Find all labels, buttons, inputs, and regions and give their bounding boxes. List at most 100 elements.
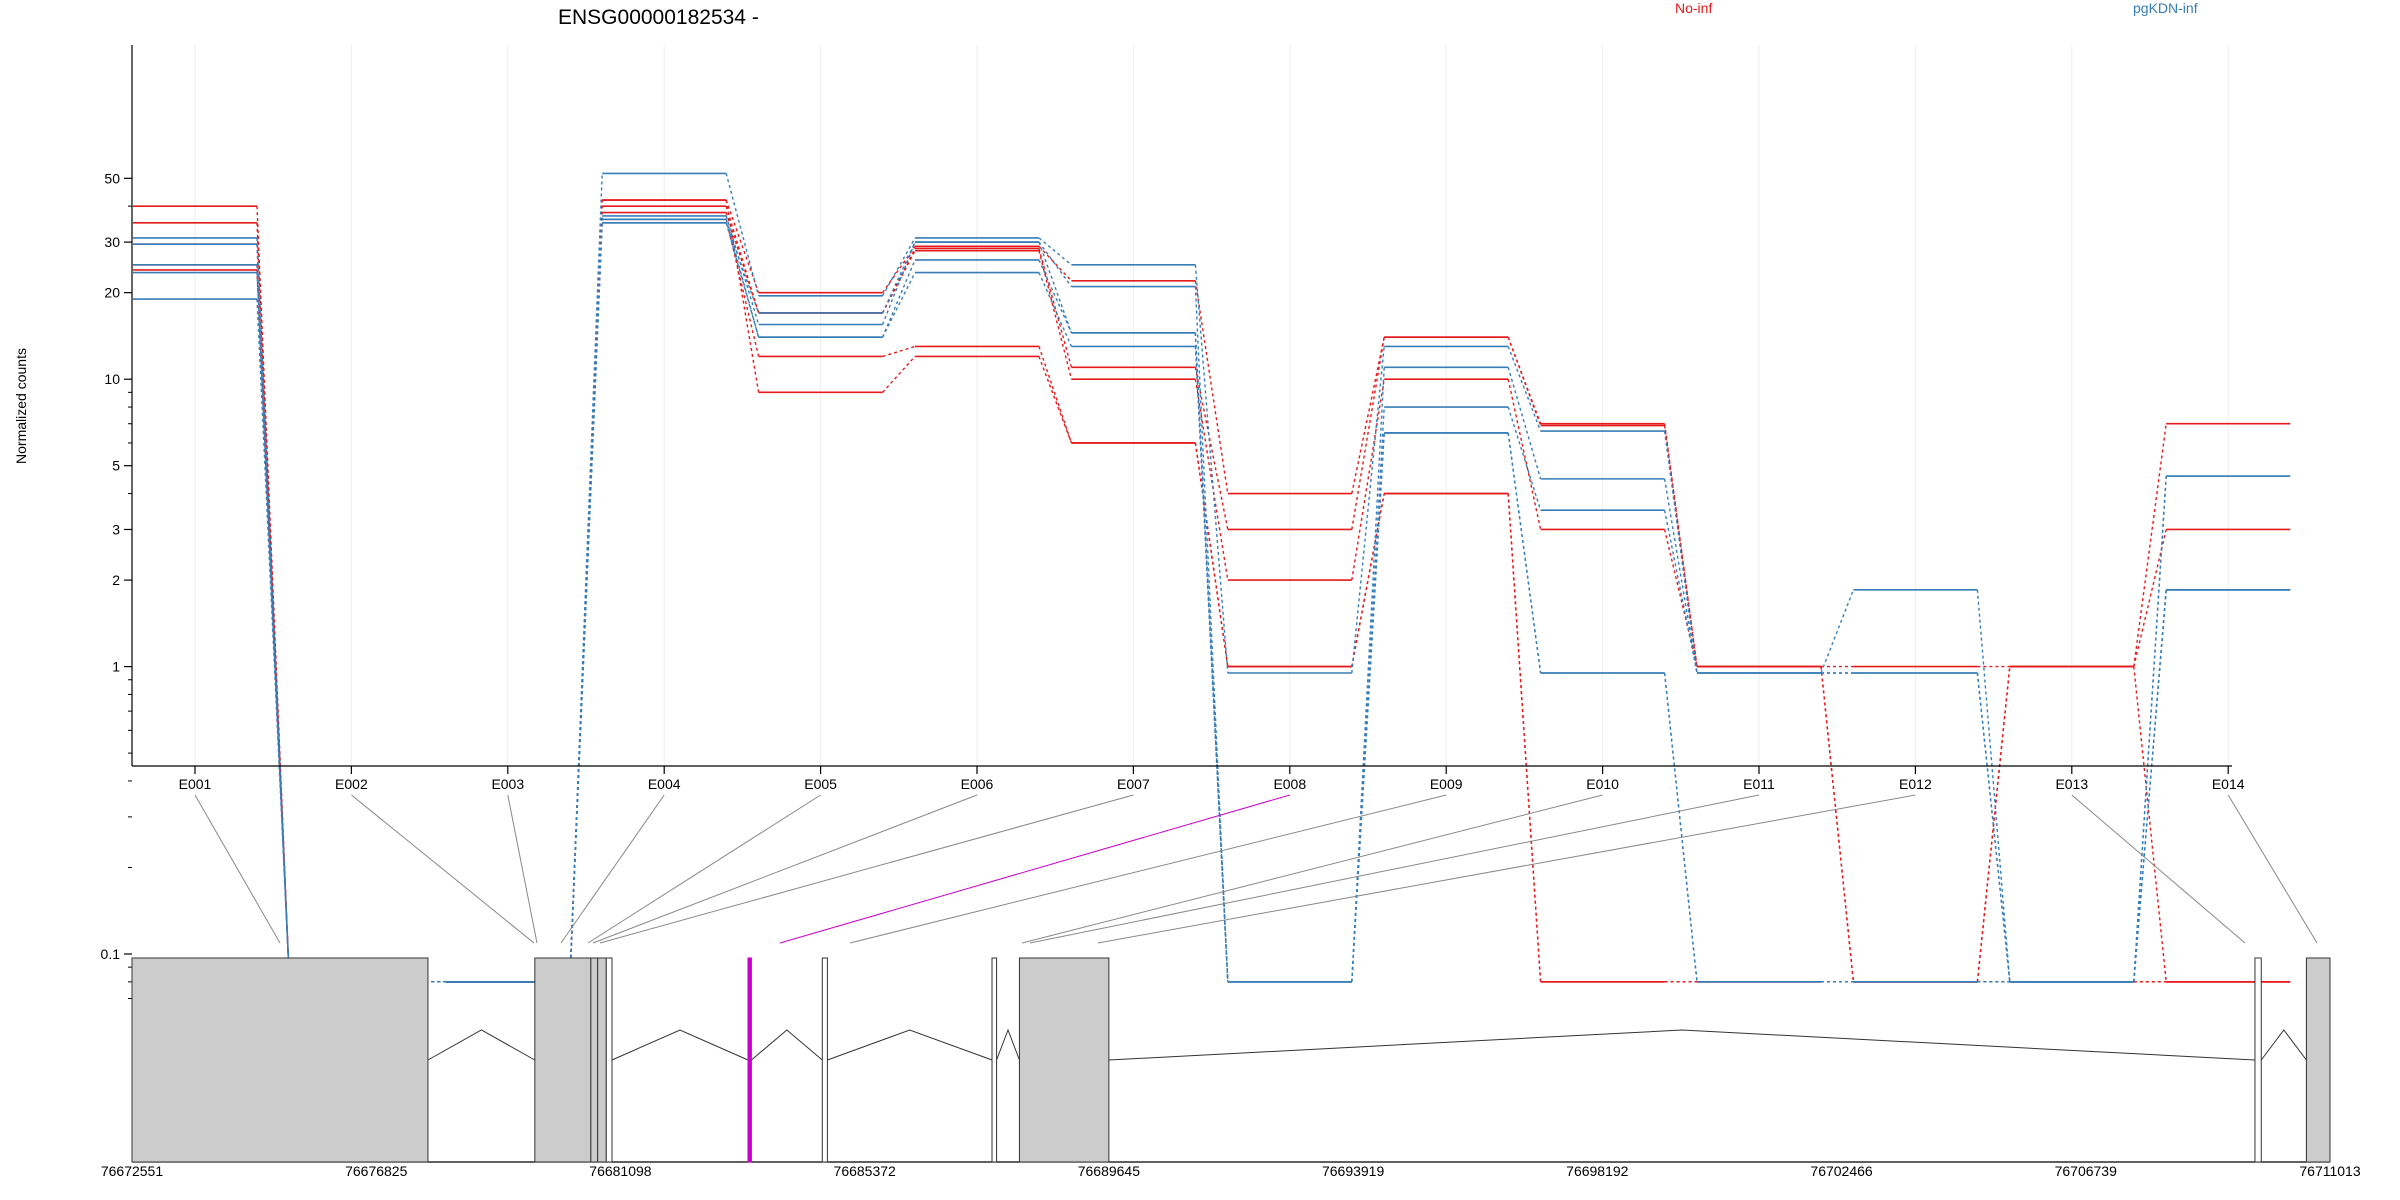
exon-box (2254, 957, 2262, 1163)
series-connector (1507, 379, 1542, 530)
series-no-inf-3 (133, 218, 2291, 983)
exon-box (991, 957, 998, 1163)
x-tick-label: E013 (2055, 776, 2088, 792)
series-connector (882, 355, 916, 393)
x-tick-label: E008 (1273, 776, 1306, 792)
series-connector (2133, 423, 2167, 667)
exon-box (747, 957, 752, 1163)
y-tick-label: 30 (104, 234, 120, 250)
series-connector (1820, 666, 1855, 982)
legend-label-no-inf: No-inf (1675, 0, 1712, 16)
genomic-tick-label: 76681098 (589, 1163, 652, 1179)
exon-box (131, 957, 429, 1163)
exon-connector-line (2227, 794, 2318, 944)
series-connector (881, 237, 916, 297)
genomic-tick-label: 76689645 (1078, 1163, 1141, 1179)
series-connector (1663, 510, 1698, 674)
genomic-tick-label: 76672551 (101, 1163, 164, 1179)
exon-connector-line (194, 794, 281, 944)
series-pgkdn-inf-5 (133, 172, 2291, 983)
exon-connector-line (1097, 794, 1916, 944)
y-tick-label: 5 (112, 458, 120, 474)
series-no-inf-1 (133, 205, 2291, 983)
exon-connector-line (779, 794, 1290, 944)
series-connector (1194, 280, 1229, 494)
series-connector (256, 222, 291, 982)
series-connector (881, 259, 916, 338)
series-connector (1038, 250, 1073, 380)
series-connector (1351, 432, 1385, 982)
series-connector (1507, 336, 1542, 426)
x-tick-label: E006 (961, 776, 994, 792)
exon-box (2305, 957, 2331, 1163)
series-no-inf-0 (133, 199, 2291, 983)
series-pgkdn-inf-8 (133, 222, 2291, 983)
series-connector (2133, 476, 2167, 982)
genomic-tick-label: 76676825 (345, 1163, 408, 1179)
series-connector (725, 215, 760, 325)
exon-box (590, 957, 599, 1163)
exon-box (597, 957, 607, 1163)
series-connector (1663, 430, 1698, 674)
x-tick-label: E007 (1117, 776, 1150, 792)
x-tick-label: E014 (2212, 776, 2245, 792)
series-connector (881, 272, 916, 338)
series-lines (133, 172, 2291, 983)
series-connector (882, 345, 916, 358)
gene-model: 76672551 76676825 76681098 76685372 76689645… (101, 957, 2361, 1179)
exon-connector-line (560, 794, 665, 944)
y-tick-label: 50 (104, 170, 120, 186)
series-connector (882, 245, 916, 294)
exon-box (821, 957, 828, 1163)
intron-line (611, 1029, 749, 1061)
series-connector (569, 222, 603, 982)
series-connector (725, 205, 760, 314)
exon-box (605, 957, 613, 1163)
series-connector (1194, 286, 1229, 982)
series-connector (1663, 478, 1698, 674)
x-tick-label: E002 (335, 776, 368, 792)
series-connector (1194, 264, 1229, 674)
series-connector (1351, 379, 1385, 581)
x-tick-label: E003 (491, 776, 524, 792)
series-connector (1038, 237, 1072, 266)
series-connector (1351, 337, 1385, 494)
series-connector (1507, 406, 1542, 511)
series-connector (1507, 432, 1542, 674)
legend-label-pgkdn-inf: pgKDN-inf (2133, 0, 2198, 16)
series-connector (1663, 672, 1698, 982)
y-tick-label: 0.1 (101, 946, 121, 962)
exon-connector-line (1021, 794, 1603, 944)
exon-connectors (194, 794, 2318, 944)
genomic-tick-label: 76685372 (834, 1163, 897, 1179)
grid-lines (194, 45, 2229, 766)
intron-line (751, 1029, 823, 1061)
series-connector (1976, 589, 2011, 982)
series-connector (1038, 241, 1073, 334)
y-tick-label: 3 (112, 521, 120, 537)
x-tick-label: E004 (648, 776, 681, 792)
x-tick-label: E012 (1899, 776, 1932, 792)
intron-line (827, 1029, 993, 1061)
series-connector (1038, 245, 1072, 282)
series-connector (1820, 589, 1855, 674)
x-tick-label: E009 (1430, 776, 1463, 792)
exon-box (1018, 957, 1110, 1163)
series-connector (1663, 672, 1698, 982)
exon-connector-line (849, 794, 1447, 944)
series-connector (881, 241, 916, 314)
exon-connector-line (2071, 794, 2246, 944)
series-connector (256, 272, 291, 982)
series-connector (725, 222, 760, 338)
series-connector (1351, 346, 1385, 674)
series-connector (1507, 346, 1542, 432)
y-tick-label: 2 (112, 572, 120, 588)
series-connector (725, 199, 760, 293)
y-tick-label: 20 (104, 285, 120, 301)
series-no-inf-2 (133, 211, 2291, 983)
series-connector (881, 241, 916, 325)
series-connector (1038, 346, 1073, 444)
exon-connector-line (507, 794, 538, 944)
exon-connector-line (351, 794, 535, 944)
